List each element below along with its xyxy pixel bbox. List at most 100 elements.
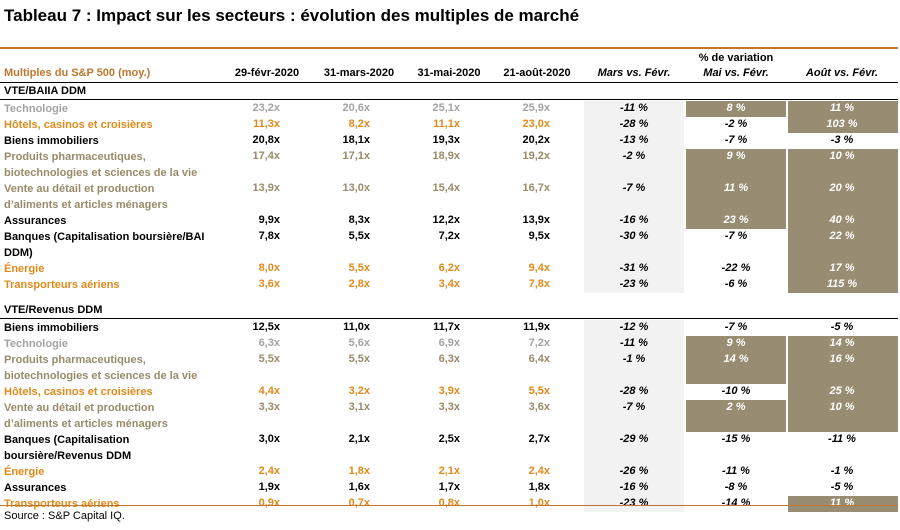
multiple-value: 2,7x [528, 433, 550, 445]
variation-value: -1 % [830, 465, 854, 477]
multiple-value: 9,9x [258, 214, 280, 226]
header-rule [0, 82, 898, 83]
row-label: Énergie [4, 466, 45, 478]
multiple-value: 16,7x [522, 182, 550, 194]
highlight-cell [788, 229, 898, 261]
variation-value: -7 % [724, 321, 748, 333]
variation-value: -11 % [722, 465, 750, 477]
section-rule [0, 318, 898, 319]
table-row: Biens immobiliers 12,5x 11,0x 11,7x 11,9x -12… [0, 320, 898, 336]
variation-band [584, 261, 684, 277]
highlight-cell [686, 400, 786, 432]
variation-value: 17 % [829, 262, 855, 274]
multiple-value: 1,0x [528, 497, 550, 509]
variation-value: -1 % [622, 353, 646, 365]
header-date-2: 31-mars-2020 [323, 67, 395, 79]
variation-value: 8 % [726, 102, 746, 114]
multiple-value: 13,9x [522, 214, 550, 226]
multiple-value: 11,0x [343, 321, 370, 333]
multiple-value: 2,1x [348, 433, 370, 445]
section-rule [0, 99, 898, 100]
highlight-cell [788, 277, 898, 293]
variation-band [584, 384, 684, 400]
multiple-value: 9,4x [528, 262, 550, 274]
multiple-value: 2,8x [348, 278, 370, 290]
header-variation-1: Mars vs. Févr. [597, 67, 671, 79]
variation-value: -16 % [619, 214, 649, 226]
variation-band [584, 229, 684, 261]
variation-value: -16 % [619, 481, 649, 493]
row-label: Hôtels, casinos et croisières [4, 119, 153, 131]
multiple-value: 3,1x [348, 401, 370, 413]
table-row: Transporteurs aériens 3,6x 2,8x 3,4x 7,8x -23… [0, 277, 898, 293]
table-row: Transporteurs aériens 0,9x 0,7x 0,8x 1,0x -23… [0, 496, 898, 512]
variation-value: 11 % [723, 182, 749, 194]
highlight-cell [686, 149, 786, 181]
variation-band [584, 464, 684, 480]
multiple-value: 11,7x [433, 321, 460, 333]
multiple-value: 8,0x [258, 262, 280, 274]
multiple-value: 5,5x [348, 262, 370, 274]
multiple-value: 20,8x [252, 134, 280, 146]
variation-value: -5 % [830, 321, 854, 333]
variation-value: 115 % [826, 278, 858, 290]
variation-value: -15 % [721, 433, 751, 445]
multiple-value: 11,3x [253, 118, 280, 130]
variation-value: -31 % [619, 262, 649, 274]
variation-value: -2 % [622, 150, 646, 162]
highlight-cell [788, 149, 898, 181]
variation-band [584, 149, 684, 181]
multiple-value: 7,8x [258, 230, 280, 242]
multiple-value: 2,5x [438, 433, 460, 445]
multiple-value: 25,1x [432, 102, 460, 114]
variation-value: -28 % [619, 385, 649, 397]
variation-value: 40 % [829, 214, 855, 226]
multiple-value: 19,2x [522, 150, 550, 162]
highlight-cell [788, 181, 898, 213]
variation-value: -13 % [619, 134, 649, 146]
table-row: Hôtels, casinos et croisières 11,3x 8,2x 11… [0, 117, 898, 133]
multiple-value: 3,6x [528, 401, 550, 413]
row-label: Produits pharmaceutiques, biotechnologie… [4, 151, 198, 179]
multiple-value: 5,5x [348, 230, 370, 242]
header-label: Multiples du S&P 500 (moy.) [4, 67, 151, 79]
variation-band [584, 117, 684, 133]
variation-band [584, 496, 684, 512]
variation-value: 16 % [829, 353, 855, 365]
multiple-value: 1,8x [348, 465, 370, 477]
multiple-value: 3,3x [438, 401, 460, 413]
table-row: Vente au détail et production d’aliments… [0, 181, 898, 213]
table-row: Hôtels, casinos et croisières 4,4x 3,2x 3,9… [0, 384, 898, 400]
variation-band [584, 133, 684, 149]
multiple-value: 0,9x [258, 497, 280, 509]
row-label: Banques (Capitalisation boursière/BAI DD… [4, 231, 205, 259]
variation-value: -5 % [830, 481, 854, 493]
multiple-value: 12,5x [252, 321, 280, 333]
variation-band [584, 277, 684, 293]
highlight-cell [788, 101, 898, 117]
multiple-value: 3,6x [258, 278, 280, 290]
multiple-value: 8,2x [348, 118, 370, 130]
variation-value: -7 % [724, 230, 748, 242]
table-row: Technologie 6,3x 5,6x 6,9x 7,2x -11 % 9 % 14 % [0, 336, 898, 352]
table-row: Banques (Capitalisation boursière/Revenu… [0, 432, 898, 464]
highlight-cell [686, 181, 786, 213]
header-variation-2: Mai vs. Févr. [703, 67, 769, 79]
variation-value: -22 % [721, 262, 751, 274]
variation-band [584, 101, 684, 117]
variation-band [584, 352, 684, 384]
multiple-value: 1,7x [438, 481, 460, 493]
multiple-value: 3,4x [438, 278, 460, 290]
table-row: Assurances 9,9x 8,3x 12,2x 13,9x -16 % 23 % 40 … [0, 213, 898, 229]
highlight-cell [686, 213, 786, 229]
multiple-value: 2,4x [258, 465, 280, 477]
table-row: Énergie 2,4x 1,8x 2,1x 2,4x -26 % -11 % -1 % [0, 464, 898, 480]
header-variation-3: Août vs. Févr. [805, 67, 879, 79]
bottom-rule [0, 505, 898, 506]
multiple-value: 2,1x [438, 465, 460, 477]
multiple-value: 8,3x [348, 214, 370, 226]
header-variation-title: % de variation [698, 52, 774, 64]
multiple-value: 0,7x [348, 497, 370, 509]
multiple-value: 5,5x [528, 385, 550, 397]
row-label: Assurances [4, 482, 67, 494]
